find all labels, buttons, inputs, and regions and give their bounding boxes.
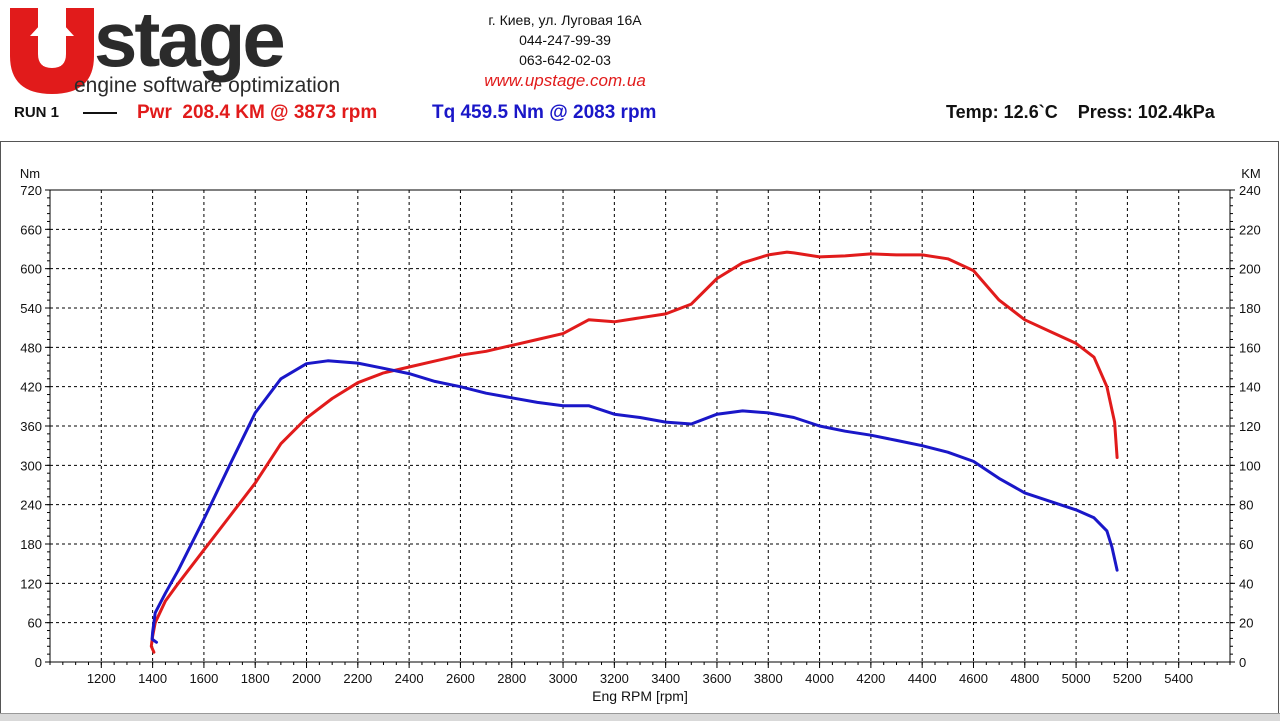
torque-summary: Tq 459.5 Nm @ 2083 rpm — [432, 102, 657, 123]
x-tick-label: 4000 — [805, 671, 834, 686]
y-left-tick-label: 660 — [20, 222, 42, 237]
y-left-tick-label: 300 — [20, 458, 42, 473]
svg-text:stage: stage — [94, 2, 283, 83]
chart-frame — [0, 141, 1279, 713]
x-tick-label: 3400 — [651, 671, 680, 686]
run-label: RUN 1 — [14, 104, 60, 121]
y-left-tick-label: 480 — [20, 340, 42, 355]
y-right-tick-label: 220 — [1239, 222, 1261, 237]
y-right-tick-label: 120 — [1239, 419, 1261, 434]
y-left-tick-label: 600 — [20, 262, 42, 277]
phone-2: 063-642-02-03 — [519, 52, 611, 68]
x-axis-label: Eng RPM [rpm] — [592, 688, 688, 704]
website-link[interactable]: www.upstage.com.ua — [484, 71, 646, 90]
x-tick-label: 5400 — [1164, 671, 1193, 686]
series-layer — [149, 250, 1119, 654]
y-right-tick-label: 100 — [1239, 458, 1261, 473]
y-right-tick-label: 40 — [1239, 576, 1253, 591]
y-left-tick-label: 360 — [20, 419, 42, 434]
y-left-tick-label: 0 — [35, 655, 42, 670]
x-tick-label: 4800 — [1010, 671, 1039, 686]
x-tick-label: 4400 — [908, 671, 937, 686]
grid-layer — [50, 189, 1230, 663]
run-info-bar: RUN 1 Pwr 208.4 KM @ 3873 rpm Tq 459.5 N… — [0, 98, 1280, 128]
x-tick-label: 3800 — [754, 671, 783, 686]
x-tick-label: 3200 — [600, 671, 629, 686]
y-right-tick-label: 160 — [1239, 340, 1261, 355]
contact-block: г. Киев, ул. Луговая 16А 044-247-99-39 0… — [430, 10, 700, 92]
y-right-tick-label: 180 — [1239, 301, 1261, 316]
phone-1: 044-247-99-39 — [519, 32, 611, 48]
power-summary: Pwr 208.4 KM @ 3873 rpm — [137, 102, 378, 123]
logo-tagline: engine software optimization — [74, 74, 340, 97]
y-left-tick-label: 240 — [20, 498, 42, 513]
bottom-scrollbar[interactable] — [0, 713, 1280, 721]
x-tick-label: 2600 — [446, 671, 475, 686]
y-left-tick-label: 540 — [20, 301, 42, 316]
x-tick-label: 4200 — [856, 671, 885, 686]
torque-curve — [150, 359, 1119, 644]
y-left-tick-label: 420 — [20, 380, 42, 395]
y-right-tick-label: 20 — [1239, 616, 1253, 631]
y-right-tick-label: 60 — [1239, 537, 1253, 552]
y-axis-label-left: Nm — [20, 166, 40, 181]
y-left-tick-label: 60 — [28, 616, 42, 631]
x-tick-label: 3000 — [549, 671, 578, 686]
y-right-tick-label: 140 — [1239, 380, 1261, 395]
upstage-logo: stage engine software optimization — [4, 0, 404, 100]
power-curve — [149, 250, 1119, 654]
x-tick-label: 1200 — [87, 671, 116, 686]
y-right-tick-label: 240 — [1239, 183, 1261, 198]
x-tick-label: 2000 — [292, 671, 321, 686]
logo-graphic: stage engine software optimization — [10, 0, 340, 97]
y-axis-label-right: KM — [1241, 166, 1261, 181]
run-legend-line — [83, 112, 117, 114]
y-left-tick-label: 120 — [20, 576, 42, 591]
y-right-tick-label: 0 — [1239, 655, 1246, 670]
x-tick-label: 2800 — [497, 671, 526, 686]
x-tick-label: 2400 — [395, 671, 424, 686]
x-tick-label: 3600 — [702, 671, 731, 686]
axis-layer: 1200 1400 1600 1800 2000 2200 2400 2600 2800 3000… — [20, 183, 1260, 686]
x-tick-label: 1800 — [241, 671, 270, 686]
y-left-tick-label: 720 — [20, 183, 42, 198]
x-tick-label: 5000 — [1062, 671, 1091, 686]
environment-readout: Temp: 12.6`C Press: 102.4kPa — [946, 102, 1215, 122]
x-tick-label: 2200 — [343, 671, 372, 686]
x-tick-label: 4600 — [959, 671, 988, 686]
address-text: г. Киев, ул. Луговая 16А — [488, 12, 642, 28]
x-tick-label: 1600 — [189, 671, 218, 686]
y-right-tick-label: 80 — [1239, 498, 1253, 513]
y-right-tick-label: 200 — [1239, 262, 1261, 277]
x-tick-label: 1400 — [138, 671, 167, 686]
x-tick-label: 5200 — [1113, 671, 1142, 686]
y-left-tick-label: 180 — [20, 537, 42, 552]
